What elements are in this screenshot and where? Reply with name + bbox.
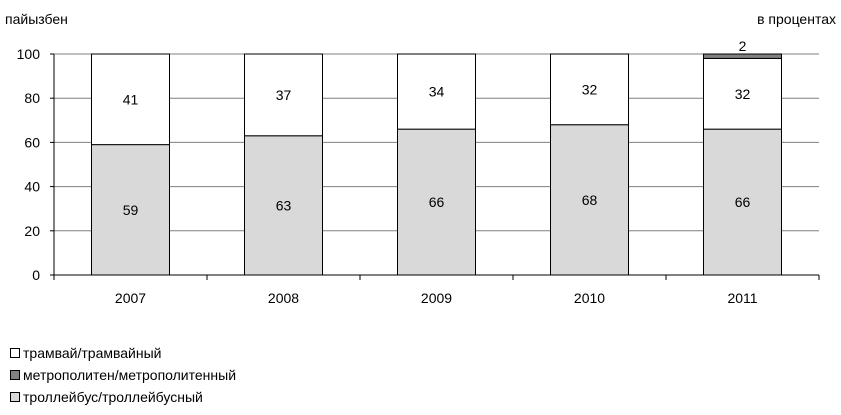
y-axis: 0 20 40 60 80 100	[17, 46, 55, 283]
legend-item: трамвай/трамвайный	[10, 342, 236, 364]
data-label: 66	[735, 194, 751, 210]
stacked-bar-chart: пайызбен в процентах 0 20 40 60 80 100 59 41 63…	[5, 11, 836, 306]
bar-segment	[397, 53, 476, 130]
data-label: 66	[429, 194, 445, 210]
bar-segment	[91, 144, 170, 276]
x-axis: 2007 2008 2009 2010 2011	[53, 274, 820, 306]
legend-swatch	[10, 392, 20, 402]
data-label: 63	[276, 197, 292, 213]
y-tick-label: 0	[32, 267, 40, 283]
bar-segment	[703, 57, 782, 130]
bar-segment	[91, 53, 170, 146]
bar-segment	[550, 53, 629, 126]
y-tick-label: 100	[17, 46, 41, 62]
data-label: 59	[123, 202, 139, 218]
x-tick-label: 2011	[727, 290, 757, 306]
y-tick-label: 20	[24, 223, 40, 239]
data-label: 68	[582, 192, 598, 208]
bar-segment	[703, 53, 782, 59]
legend-item: троллейбус/троллейбусный	[10, 386, 236, 408]
legend-swatch	[10, 370, 20, 380]
legend-swatch	[10, 348, 20, 358]
data-label: 32	[582, 81, 598, 97]
x-tick-label: 2010	[574, 290, 605, 306]
legend: трамвай/трамвайный метрополитен/метрополи…	[10, 342, 236, 408]
y-tick-label: 40	[24, 179, 40, 195]
y-tick-label: 80	[24, 90, 40, 106]
data-label: 32	[735, 86, 751, 102]
data-label: 34	[429, 84, 445, 100]
legend-item: метрополитен/метрополитенный	[10, 364, 236, 386]
bar-segment	[244, 53, 323, 137]
bars: 59 41 63 37 66 34 68 32 66 32 2	[91, 38, 782, 276]
legend-label: трамвай/трамвайный	[23, 345, 162, 361]
x-tick-label: 2008	[268, 290, 299, 306]
x-tick-label: 2009	[421, 290, 452, 306]
data-label: 37	[276, 87, 292, 103]
bar-segment	[397, 128, 476, 276]
x-tick-label: 2007	[115, 290, 146, 306]
bar-segment	[550, 124, 629, 276]
data-label: 2	[739, 38, 747, 54]
left-unit-label: пайызбен	[5, 11, 68, 27]
data-label: 41	[123, 91, 139, 107]
legend-label: троллейбус/троллейбусный	[23, 389, 203, 405]
right-unit-label: в процентах	[757, 11, 836, 27]
legend-label: метрополитен/метрополитенный	[23, 367, 237, 383]
y-tick-label: 60	[24, 134, 40, 150]
